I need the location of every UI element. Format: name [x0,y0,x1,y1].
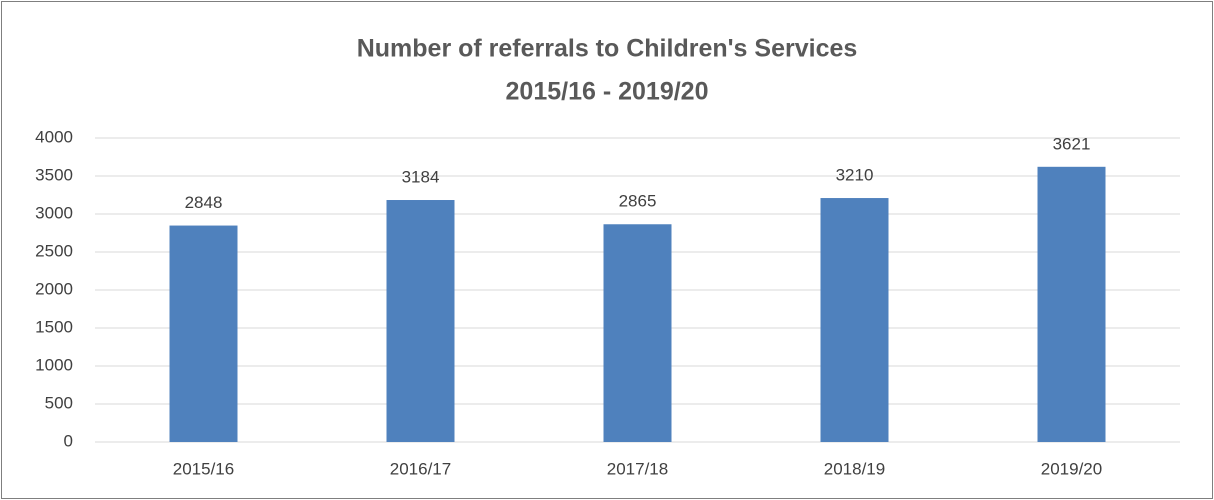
chart-subtitle: 2015/16 - 2019/20 [506,78,709,106]
bar [386,200,455,442]
y-tick-label: 0 [64,431,73,450]
y-tick-label: 1000 [35,355,73,374]
y-tick-label: 4000 [35,127,73,146]
data-label: 2865 [619,192,657,211]
bar [1037,166,1106,442]
y-tick-label: 2500 [35,241,73,260]
x-tick-label: 2016/17 [390,459,451,478]
y-tick-label: 3500 [35,165,73,184]
data-label: 3210 [836,166,874,185]
x-tick-label: 2015/16 [173,459,234,478]
y-tick-label: 3000 [35,203,73,222]
x-tick-label: 2017/18 [607,459,668,478]
y-tick-label: 500 [45,393,73,412]
y-tick-label: 2000 [35,279,73,298]
data-label: 2848 [185,193,223,212]
bar [169,225,238,442]
data-label: 3621 [1053,134,1091,153]
chart-title: Number of referrals to Children's Servic… [357,35,858,63]
x-tick-label: 2019/20 [1041,459,1102,478]
x-tick-label: 2018/19 [824,459,885,478]
y-tick-label: 1500 [35,317,73,336]
bar [820,198,889,442]
data-label: 3184 [402,168,440,187]
bar [603,224,672,442]
